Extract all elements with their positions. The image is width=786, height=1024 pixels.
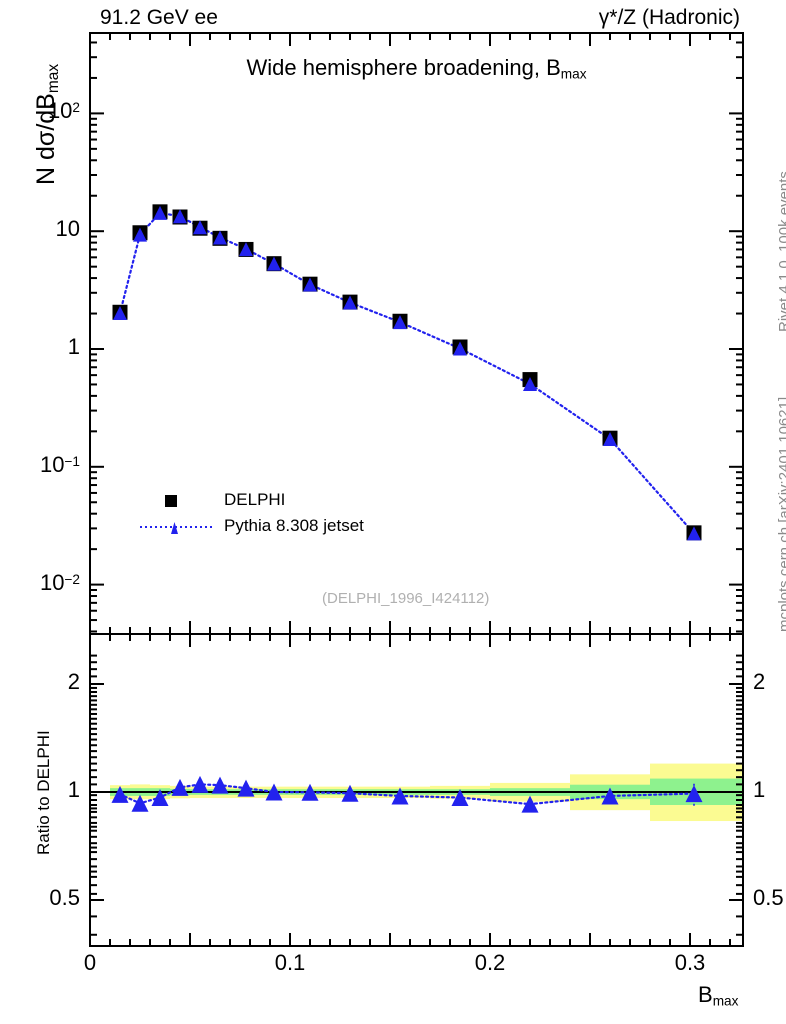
main-mc-line [118, 211, 696, 535]
legend-label-delphi: DELPHI [224, 490, 286, 509]
y-tick-label-main: 1 [67, 334, 80, 359]
main-mc-markers [113, 205, 701, 541]
x-axis-title-subscript: max [712, 993, 739, 1009]
y-tick-exponent: 2 [72, 100, 80, 116]
legend-label-pythia: Pythia 8.308 jetset [224, 516, 364, 535]
y-tick-label-main: 10 [55, 216, 80, 242]
x-axis-title: Bmax [698, 982, 738, 1008]
y-tick-exponent: −2 [64, 571, 80, 587]
main-data-markers [112, 204, 702, 541]
y-tick-label-main: 102 [47, 98, 80, 124]
y-tick-label-ratio-right: 2 [753, 669, 766, 694]
process-label: γ*/Z (Hadronic) [598, 6, 740, 29]
y-tick-label-ratio-left: 2 [67, 669, 80, 694]
legend-marker-square [165, 495, 177, 507]
axis-ticks [89, 33, 743, 946]
legend-marker-triangle [140, 522, 212, 534]
y-tick-exponent: −1 [64, 453, 80, 469]
y-tick-label-main: 10−1 [39, 451, 80, 477]
y-tick-label-main: 10−2 [39, 569, 80, 595]
ratio-mc-markers [111, 775, 703, 813]
y-tick-label-ratio-left: 0.5 [49, 885, 80, 910]
x-tick-label: 0 [83, 950, 97, 975]
y-tick-label-ratio-right: 0.5 [753, 885, 784, 910]
beam-energy-label: 91.2 GeV ee [100, 6, 218, 29]
analysis-id-watermark: (DELPHI_1996_I424112) [322, 590, 490, 607]
y-tick-label-ratio-left: 1 [67, 777, 80, 802]
x-tick-label: 0.1 [274, 950, 306, 975]
x-axis-title-text: B [698, 982, 713, 1007]
page-title: Wide hemisphere broadening, Bmax [90, 55, 743, 81]
plot-title-subscript: max [560, 66, 587, 82]
axis-frames [89, 32, 744, 947]
ratio-mc-line [118, 783, 696, 806]
y-tick-label-ratio-right: 1 [753, 777, 766, 802]
x-tick-label: 0.2 [474, 950, 506, 975]
plot-title-text: Wide hemisphere broadening, B [246, 55, 561, 80]
x-tick-label: 0.3 [674, 950, 706, 975]
